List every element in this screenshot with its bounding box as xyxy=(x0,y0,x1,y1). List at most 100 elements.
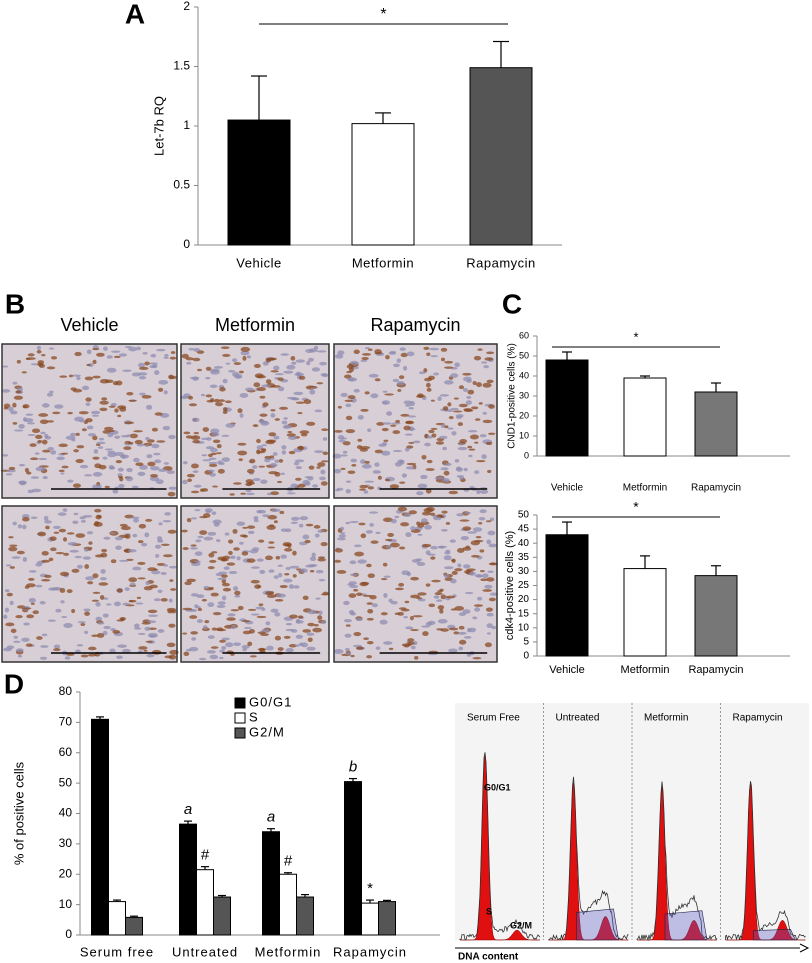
nucleus xyxy=(473,355,482,361)
nucleus xyxy=(349,560,357,565)
legend-label: G2/M xyxy=(249,724,285,739)
nucleus xyxy=(305,523,314,527)
y-tick-label: 80 xyxy=(59,684,73,698)
nucleus xyxy=(332,453,342,459)
tissue xyxy=(181,506,329,662)
nucleus xyxy=(92,359,97,365)
nucleus xyxy=(382,390,388,393)
nucleus xyxy=(54,404,64,409)
legend-swatch xyxy=(234,697,246,709)
nucleus xyxy=(428,429,435,434)
nucleus xyxy=(288,584,294,589)
nucleus xyxy=(463,467,468,472)
nucleus xyxy=(168,486,178,490)
nucleus xyxy=(340,454,348,457)
nucleus xyxy=(15,614,23,619)
nucleus xyxy=(390,424,397,427)
nucleus xyxy=(471,406,479,410)
y-tick-label: 15 xyxy=(518,608,530,619)
nucleus xyxy=(144,532,150,538)
nucleus xyxy=(406,462,417,466)
nucleus xyxy=(189,615,198,619)
nucleus xyxy=(133,457,140,463)
nucleus xyxy=(181,529,188,533)
nucleus xyxy=(139,464,148,470)
nucleus xyxy=(168,565,178,569)
nucleus xyxy=(485,441,493,446)
nucleus xyxy=(297,445,304,451)
nucleus xyxy=(286,492,296,495)
nucleus xyxy=(98,437,105,441)
nucleus xyxy=(410,594,421,599)
nucleus xyxy=(208,463,218,467)
nucleus xyxy=(223,566,230,571)
nucleus xyxy=(113,355,121,359)
nucleus xyxy=(410,576,420,581)
bar xyxy=(344,781,362,936)
nucleus xyxy=(456,548,465,553)
nucleus xyxy=(86,531,94,535)
nucleus xyxy=(293,585,300,589)
nucleus xyxy=(353,544,362,548)
nucleus xyxy=(295,634,304,639)
nucleus xyxy=(126,392,134,396)
nucleus xyxy=(96,352,105,357)
nucleus xyxy=(459,438,468,444)
bar xyxy=(196,869,214,936)
nucleus xyxy=(210,646,219,649)
nucleus xyxy=(4,607,10,613)
nucleus xyxy=(112,489,119,494)
nucleus xyxy=(288,436,297,440)
nucleus xyxy=(92,348,100,351)
nucleus xyxy=(417,483,428,489)
nucleus xyxy=(256,387,266,392)
bar xyxy=(378,901,396,936)
nucleus xyxy=(131,485,139,489)
nucleus xyxy=(381,450,391,456)
nucleus xyxy=(231,358,238,363)
nucleus xyxy=(122,369,132,372)
nucleus xyxy=(21,607,32,610)
nucleus xyxy=(190,435,201,440)
nucleus xyxy=(364,347,370,350)
nucleus xyxy=(8,536,14,539)
nucleus xyxy=(474,441,479,444)
nucleus xyxy=(41,439,48,445)
nucleus xyxy=(310,387,316,390)
nucleus xyxy=(478,402,483,405)
nucleus xyxy=(73,449,79,453)
nucleus xyxy=(448,627,459,631)
y-tick-label: 10 xyxy=(519,430,529,440)
nucleus xyxy=(469,485,475,490)
nucleus xyxy=(205,376,211,380)
histology-image xyxy=(1,505,179,663)
nucleus xyxy=(472,380,477,386)
nucleus xyxy=(216,444,222,449)
nucleus xyxy=(434,476,445,480)
nucleus xyxy=(429,512,436,516)
nucleus xyxy=(482,573,489,579)
y-tick-label: 0 xyxy=(524,450,529,460)
nucleus xyxy=(27,433,36,437)
nucleus xyxy=(394,461,402,467)
nucleus xyxy=(103,625,111,630)
nucleus xyxy=(71,608,76,614)
nucleus xyxy=(91,414,100,417)
nucleus xyxy=(424,524,432,530)
nucleus xyxy=(146,439,155,443)
nucleus xyxy=(199,488,205,492)
nucleus xyxy=(137,471,146,476)
nucleus xyxy=(4,589,10,593)
nucleus xyxy=(454,362,460,368)
x-tick-label: Metformin xyxy=(255,944,322,959)
nucleus xyxy=(273,365,280,371)
nucleus xyxy=(218,571,228,575)
nucleus xyxy=(281,420,288,425)
nucleus xyxy=(145,580,150,586)
nucleus xyxy=(29,457,39,461)
nucleus xyxy=(136,596,142,599)
nucleus xyxy=(430,427,438,430)
nucleus xyxy=(133,430,144,433)
nucleus xyxy=(364,480,375,483)
nucleus xyxy=(163,390,168,395)
